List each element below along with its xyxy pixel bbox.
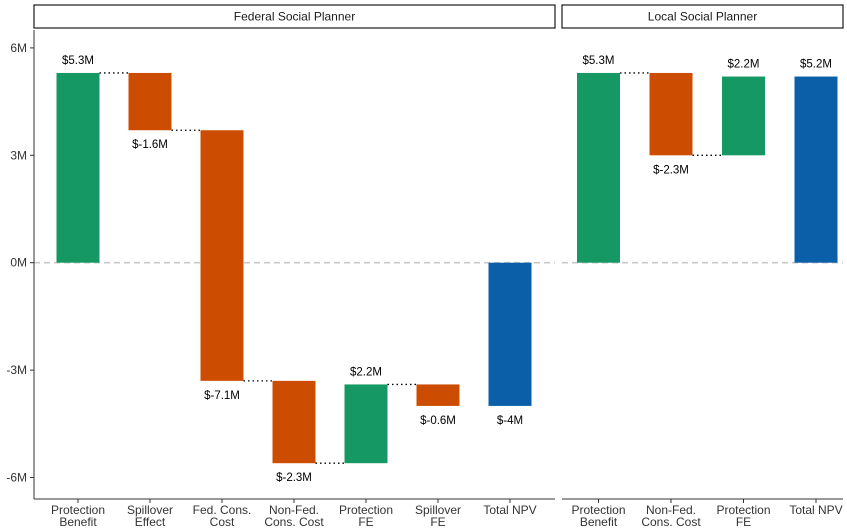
bar-increase (344, 384, 388, 464)
x-tick-label: Cost (210, 515, 235, 529)
bar-value-label: $2.2M (728, 59, 760, 71)
bar-decrease (128, 72, 172, 131)
y-tick-label: 0M (10, 256, 27, 270)
x-tick-label: Fed. Cons. (193, 503, 252, 517)
x-tick-label: Protection (339, 503, 393, 517)
panel-title: Federal Social Planner (234, 10, 355, 24)
x-tick-label: Spillover (127, 503, 173, 517)
bar-value-label: $5.3M (62, 55, 94, 67)
bar-decrease (416, 384, 460, 406)
bar-increase (722, 76, 765, 156)
x-tick-label: Cons. Cost (641, 515, 701, 529)
bar-decrease (200, 130, 244, 381)
bar-value-label: $2.2M (350, 366, 382, 378)
y-tick-label: 6M (10, 41, 27, 55)
x-tick-label: Effect (135, 515, 166, 529)
x-tick-label: Spillover (415, 503, 461, 517)
x-tick-label: FE (736, 515, 751, 529)
x-tick-label: Benefit (580, 515, 618, 529)
y-tick-label: -6M (6, 471, 27, 485)
bar-decrease (272, 380, 316, 464)
x-tick-label: Cons. Cost (264, 515, 324, 529)
x-tick-label: Total NPV (789, 503, 842, 517)
panel-local: Local Social Planner$5.3MProtectionBenef… (561, 4, 844, 529)
bar-increase (577, 72, 620, 263)
bar-value-label: $-0.6M (420, 415, 456, 427)
bar-increase (56, 72, 100, 263)
bar-total (488, 262, 532, 406)
bar-value-label: $-7.1M (204, 390, 240, 402)
panel-strip (33, 4, 556, 29)
x-tick-label: Protection (51, 503, 105, 517)
x-tick-label: Total NPV (483, 503, 536, 517)
x-tick-label: Benefit (59, 515, 97, 529)
bar-value-label: $-4M (497, 415, 523, 427)
panel-title: Local Social Planner (648, 10, 757, 24)
x-tick-label: Protection (571, 503, 625, 517)
x-tick-label: Non-Fed. (646, 503, 696, 517)
bar-value-label: $5.3M (583, 55, 615, 67)
y-tick-label: -3M (6, 363, 27, 377)
panel-federal: Federal Social Planner$5.3MProtectionBen… (33, 4, 556, 529)
y-tick-label: 3M (10, 148, 27, 162)
bar-value-label: $5.2M (800, 59, 832, 71)
bar-total (794, 76, 838, 263)
x-tick-label: Non-Fed. (269, 503, 319, 517)
bar-value-label: $-2.3M (653, 164, 689, 176)
x-tick-label: FE (430, 515, 445, 529)
bar-value-label: $-1.6M (132, 139, 168, 151)
x-tick-label: Protection (716, 503, 770, 517)
panel-strip (561, 4, 844, 29)
bar-decrease (649, 72, 693, 156)
x-tick-label: FE (358, 515, 373, 529)
bar-value-label: $-2.3M (276, 472, 312, 484)
